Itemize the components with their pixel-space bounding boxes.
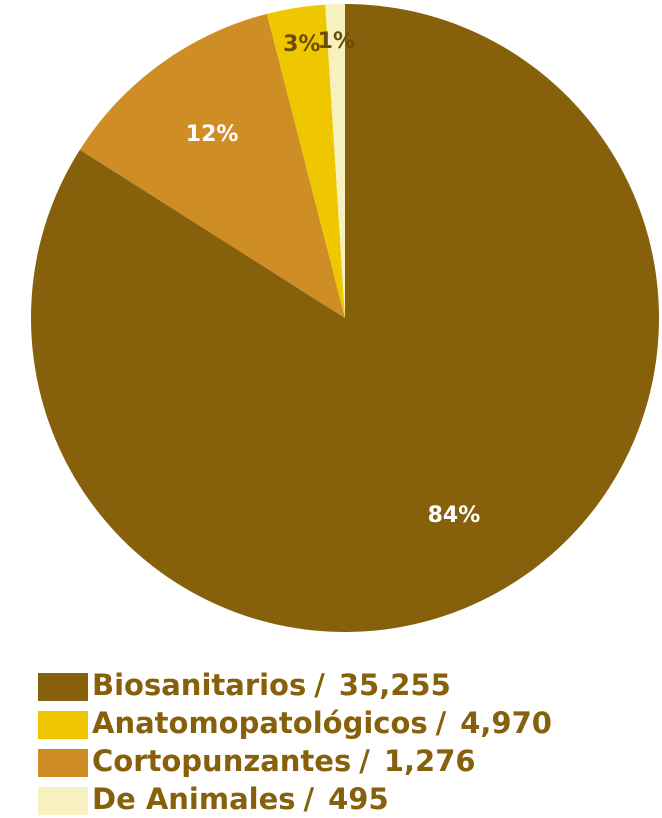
slice-label: 1%	[318, 29, 355, 54]
pie-slice	[79, 13, 345, 318]
slice-label: 12%	[186, 122, 239, 147]
legend-amount: 495	[328, 782, 389, 816]
legend-separator: /	[304, 782, 315, 816]
legend-label: Biosanitarios	[92, 668, 306, 702]
legend-amount: 35,255	[339, 668, 451, 702]
legend-amount: 1,276	[384, 744, 476, 778]
pie-slice	[266, 4, 345, 319]
legend-amount: 4,970	[460, 706, 552, 740]
legend-label: Anatomopatológicos	[92, 706, 428, 740]
legend-entry: Cortopunzantes/ 1,276	[92, 744, 476, 778]
legend-swatch	[38, 749, 88, 777]
legend-swatch	[38, 711, 88, 739]
pie-slice	[30, 4, 660, 632]
legend-separator: /	[359, 744, 370, 778]
legend-entry: Anatomopatológicos/ 4,970	[92, 706, 552, 740]
legend-entry: Biosanitarios/ 35,255	[92, 668, 451, 702]
legend-swatch	[38, 787, 88, 815]
pie-slice	[325, 4, 345, 318]
legend-swatch	[38, 673, 88, 701]
legend-entry: De Animales/ 495	[92, 782, 389, 816]
slice-label: 84%	[428, 503, 481, 528]
slice-label: 3%	[283, 32, 320, 57]
legend-label: Cortopunzantes	[92, 744, 351, 778]
legend-separator: /	[436, 706, 447, 740]
legend-separator: /	[314, 668, 325, 702]
legend-label: De Animales	[92, 782, 296, 816]
